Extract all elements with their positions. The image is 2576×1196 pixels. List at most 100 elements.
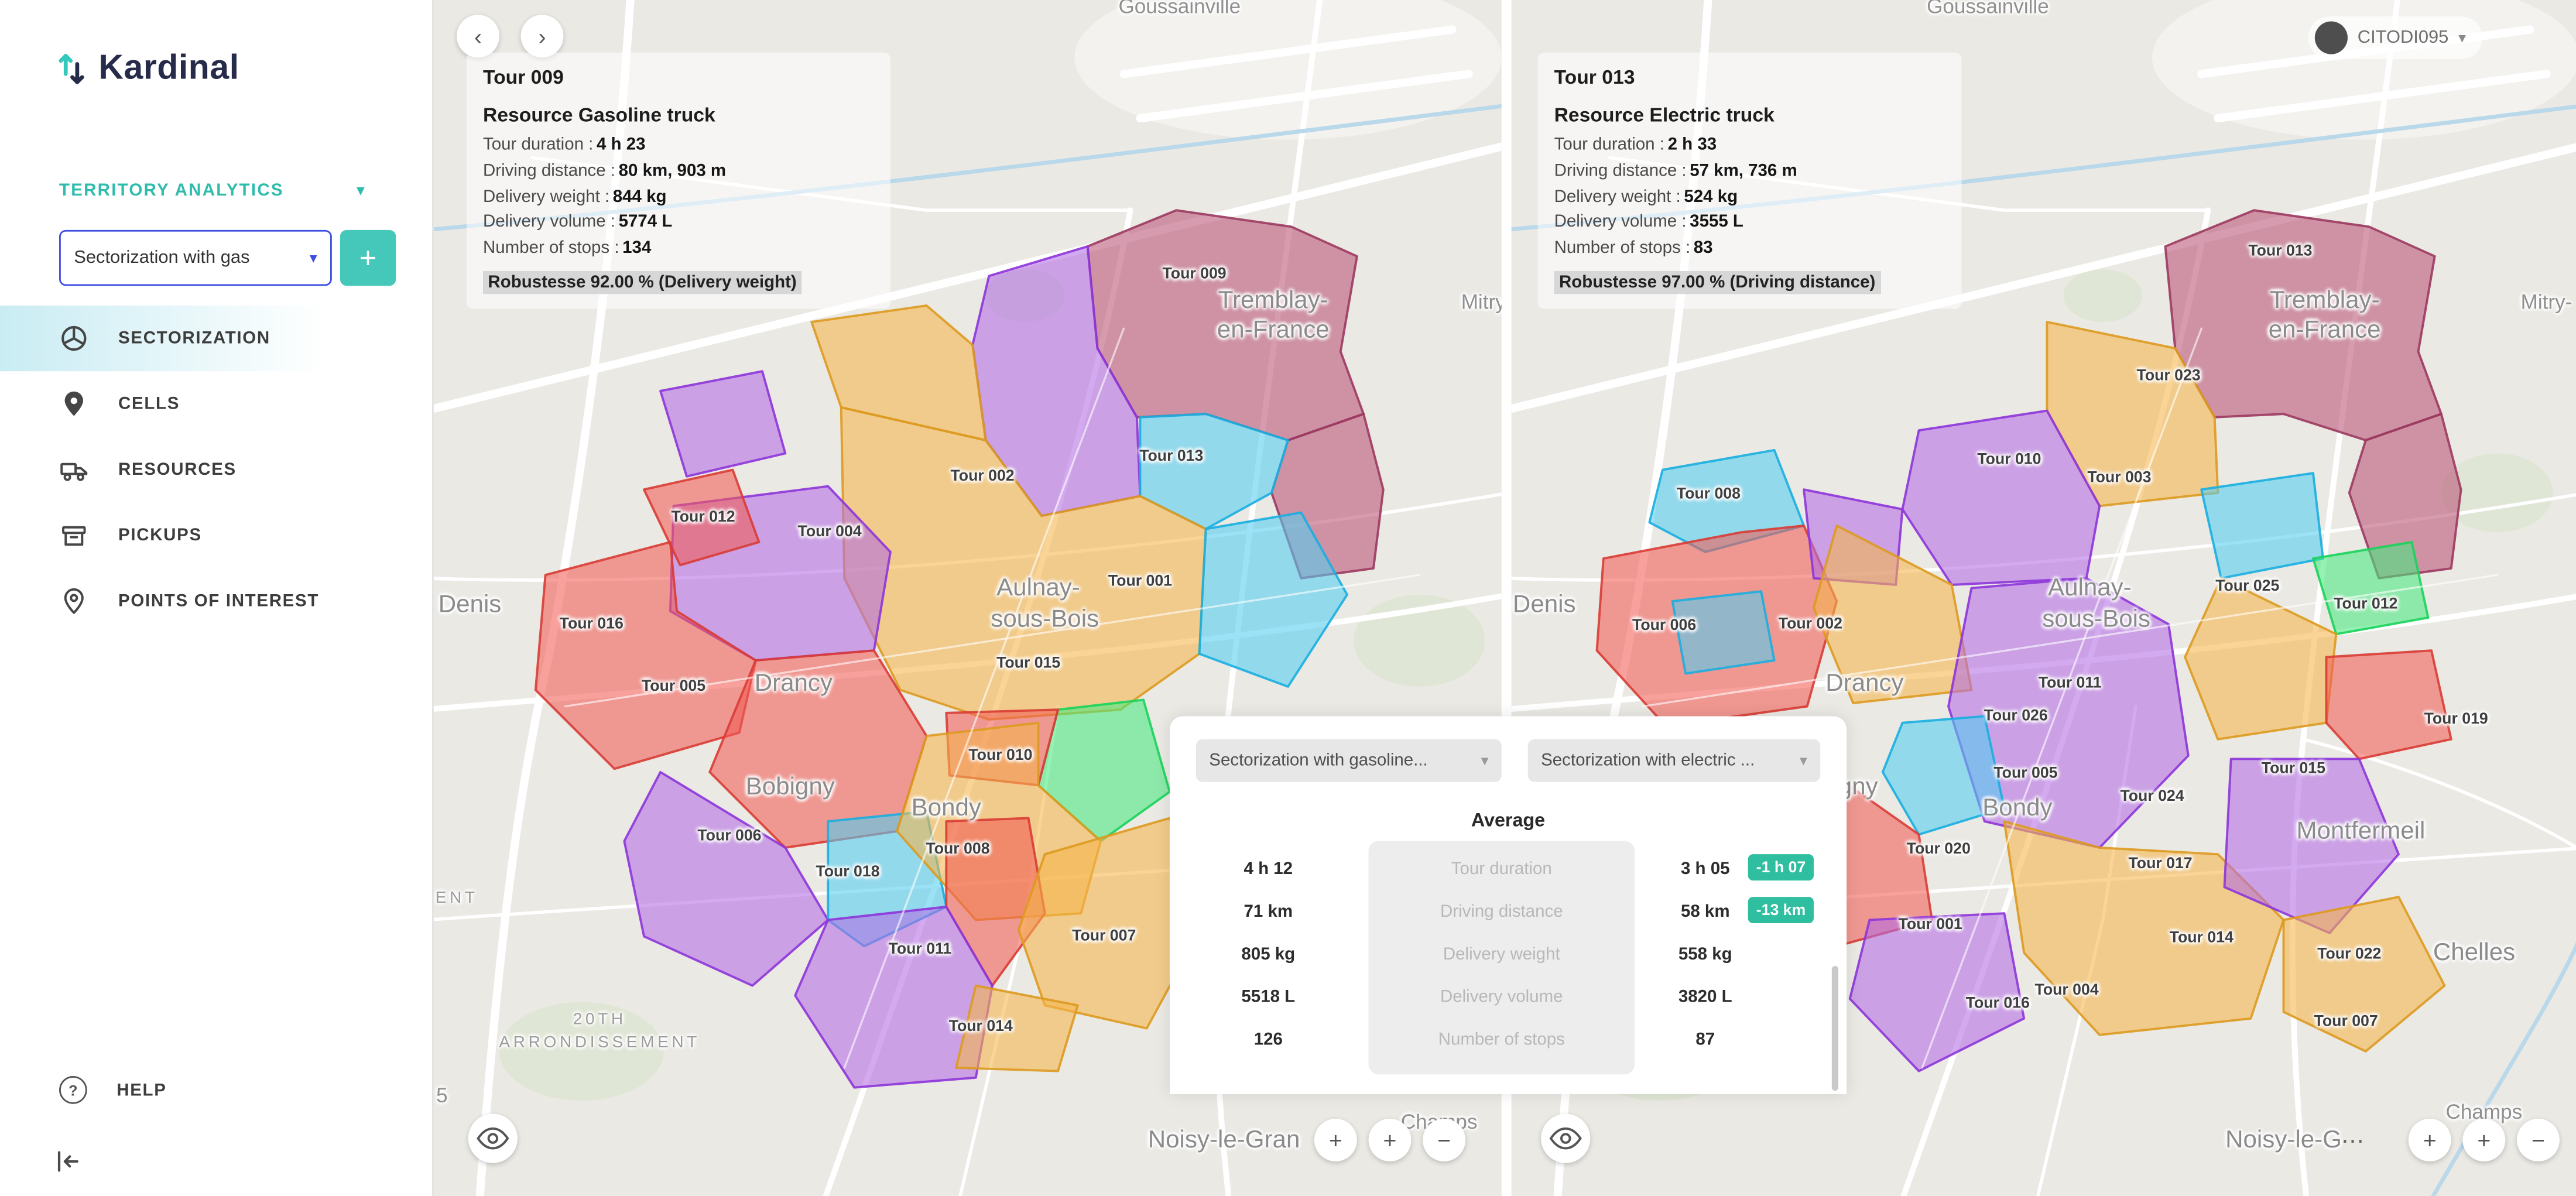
tour-label[interactable]: Tour 013 bbox=[1139, 447, 1204, 466]
tour-label[interactable]: Tour 014 bbox=[2169, 928, 2234, 947]
tour-label[interactable]: Tour 001 bbox=[1108, 572, 1173, 591]
brand-logo[interactable]: Kardinal bbox=[53, 49, 239, 88]
tour-label[interactable]: Tour 017 bbox=[2128, 855, 2193, 873]
user-menu[interactable]: CITODI095 ▾ bbox=[2308, 16, 2482, 60]
chevron-left-icon: ‹ bbox=[474, 23, 482, 50]
tour-label[interactable]: Tour 005 bbox=[641, 677, 706, 696]
tour-label[interactable]: Tour 010 bbox=[1977, 451, 2041, 470]
zoom-out-button-right[interactable]: − bbox=[2516, 1118, 2560, 1161]
metric-label: Delivery weight bbox=[1443, 944, 1560, 965]
recenter-button-left[interactable]: + bbox=[1314, 1118, 1357, 1161]
map-canvas-left[interactable]: GoussainvilleTremblay-en-FranceMitry-Aul… bbox=[433, 0, 1502, 1196]
tour-label[interactable]: Tour 026 bbox=[1984, 707, 2048, 725]
plus-icon: + bbox=[1328, 1126, 1342, 1153]
robustness-chip: Robustesse 92.00 % (Delivery weight) bbox=[482, 270, 802, 294]
tour-label[interactable]: Tour 012 bbox=[2334, 595, 2398, 614]
stat-label: Tour duration : bbox=[482, 135, 594, 155]
sectorization-selector[interactable]: Sectorization with gas ▾ bbox=[59, 229, 332, 286]
tour-label[interactable]: Tour 013 bbox=[2248, 242, 2313, 261]
right-value: 3 h 05 bbox=[1680, 859, 1730, 879]
stat-label: Delivery weight : bbox=[482, 186, 610, 207]
add-sectorization-button[interactable]: + bbox=[340, 229, 396, 286]
tour-label[interactable]: Tour 025 bbox=[2215, 577, 2280, 596]
sidebar-item-pickups[interactable]: PICKUPS bbox=[0, 503, 434, 568]
tour-label[interactable]: Tour 007 bbox=[2314, 1012, 2378, 1031]
next-tour-button[interactable]: › bbox=[520, 15, 564, 58]
collapse-sidebar-button[interactable] bbox=[53, 1147, 83, 1185]
sidebar: Kardinal TERRITORY ANALYTICS ▾ Sectoriza… bbox=[0, 0, 434, 1196]
tour-label[interactable]: Tour 003 bbox=[2087, 469, 2152, 488]
more-options-button-right[interactable]: ⋯ bbox=[2341, 1127, 2366, 1155]
help-button[interactable]: ? HELP bbox=[59, 1076, 167, 1104]
sidebar-item-sectorization[interactable]: SECTORIZATION bbox=[0, 305, 434, 372]
tour-label[interactable]: Tour 010 bbox=[968, 746, 1033, 765]
zoom-in-button-left[interactable]: + bbox=[1368, 1118, 1412, 1161]
tour-stat: Delivery volume :5774 L bbox=[483, 211, 874, 237]
sidebar-item-label: RESOURCES bbox=[118, 460, 237, 480]
tour-label[interactable]: Tour 019 bbox=[2424, 710, 2488, 729]
tour-labels-left: Tour 009 Tour 013 Tour 002 Tour 012 Tour 004… bbox=[434, 0, 1502, 1196]
tour-label[interactable]: Tour 004 bbox=[2034, 981, 2099, 1000]
sidebar-item-points-of-interest[interactable]: POINTS OF INTEREST bbox=[0, 568, 434, 634]
tour-label[interactable]: Tour 001 bbox=[1898, 916, 1962, 934]
tour-stat: Tour duration :4 h 23 bbox=[483, 133, 874, 159]
comparison-row: 126 Number of stops 87 bbox=[1170, 1019, 1847, 1061]
zoom-in-button-right[interactable]: + bbox=[2462, 1118, 2506, 1161]
comparison-scrollbar[interactable] bbox=[1831, 965, 1839, 1091]
sidebar-item-cells[interactable]: CELLS bbox=[0, 371, 434, 437]
tour-card-title: Tour 009 bbox=[482, 66, 564, 89]
recenter-button-right[interactable]: + bbox=[2408, 1118, 2451, 1161]
eye-icon bbox=[477, 1127, 509, 1150]
tour-label[interactable]: Tour 005 bbox=[1993, 765, 2058, 783]
metric-label: Number of stops bbox=[1438, 1030, 1565, 1050]
tour-label[interactable]: Tour 009 bbox=[1162, 265, 1227, 284]
tour-label[interactable]: Tour 008 bbox=[1676, 485, 1741, 504]
more-icon: ⋯ bbox=[2341, 1126, 2366, 1153]
comparison-row: 5518 L Delivery volume 3820 L bbox=[1170, 976, 1847, 1019]
tour-label[interactable]: Tour 011 bbox=[888, 940, 952, 959]
tour-label[interactable]: Tour 022 bbox=[2317, 945, 2382, 964]
previous-tour-button[interactable]: ‹ bbox=[457, 15, 500, 58]
tour-label[interactable]: Tour 016 bbox=[1965, 995, 2030, 1013]
tour-label[interactable]: Tour 024 bbox=[2120, 787, 2184, 806]
territory-analytics-section[interactable]: TERRITORY ANALYTICS ▾ bbox=[59, 181, 365, 201]
zoom-out-button-left[interactable]: − bbox=[1423, 1118, 1466, 1161]
tour-label[interactable]: Tour 006 bbox=[1632, 616, 1697, 635]
tour-label[interactable]: Tour 008 bbox=[926, 840, 990, 859]
sidebar-menu: SECTORIZATION CELLS RESOURCES bbox=[0, 305, 434, 634]
tour-label[interactable]: Tour 018 bbox=[816, 863, 880, 882]
sectorization-icon bbox=[61, 325, 87, 351]
map-sectors-left[interactable] bbox=[433, 0, 1502, 1196]
tour-label[interactable]: Tour 015 bbox=[2261, 759, 2325, 778]
tour-stat: Driving distance :57 km, 736 m bbox=[1554, 159, 1945, 184]
section-label: TERRITORY ANALYTICS bbox=[59, 180, 284, 201]
left-value: 805 kg bbox=[1241, 944, 1296, 965]
plus-icon: + bbox=[359, 241, 377, 274]
tour-stat: Number of stops :83 bbox=[1554, 237, 1945, 262]
tour-label[interactable]: Tour 006 bbox=[697, 827, 762, 845]
right-sectorization-select[interactable]: Sectorization with electric ... ▾ bbox=[1527, 739, 1821, 782]
tour-label[interactable]: Tour 002 bbox=[950, 467, 1015, 486]
chevron-down-icon: ▾ bbox=[356, 181, 365, 200]
tour-stat: Delivery volume :3555 L bbox=[1554, 211, 1945, 237]
stat-value: 134 bbox=[622, 238, 652, 258]
stat-label: Driving distance : bbox=[1554, 160, 1687, 180]
tour-label[interactable]: Tour 020 bbox=[1906, 840, 1971, 859]
sidebar-item-resources[interactable]: RESOURCES bbox=[0, 437, 434, 502]
tour-label[interactable]: Tour 002 bbox=[1778, 615, 1842, 633]
tour-label[interactable]: Tour 011 bbox=[2038, 674, 2102, 693]
help-icon: ? bbox=[59, 1076, 87, 1104]
tour-label[interactable]: Tour 014 bbox=[948, 1017, 1013, 1036]
tour-label[interactable]: Tour 004 bbox=[797, 523, 862, 542]
tour-label[interactable]: Tour 012 bbox=[671, 508, 735, 527]
toggle-visibility-button-right[interactable] bbox=[1541, 1113, 1591, 1163]
tour-card-left: Tour 009 Resource Gasoline truck Tour du… bbox=[466, 52, 890, 309]
tour-label[interactable]: Tour 015 bbox=[996, 654, 1061, 673]
tour-label[interactable]: Tour 023 bbox=[2136, 367, 2201, 386]
tour-label[interactable]: Tour 007 bbox=[1072, 927, 1136, 945]
toggle-visibility-button-left[interactable] bbox=[468, 1113, 518, 1163]
right-value: 3820 L bbox=[1678, 987, 1732, 1007]
stat-label: Delivery weight : bbox=[1554, 186, 1681, 207]
left-sectorization-select[interactable]: Sectorization with gasoline... ▾ bbox=[1195, 739, 1502, 782]
tour-label[interactable]: Tour 016 bbox=[559, 615, 624, 633]
